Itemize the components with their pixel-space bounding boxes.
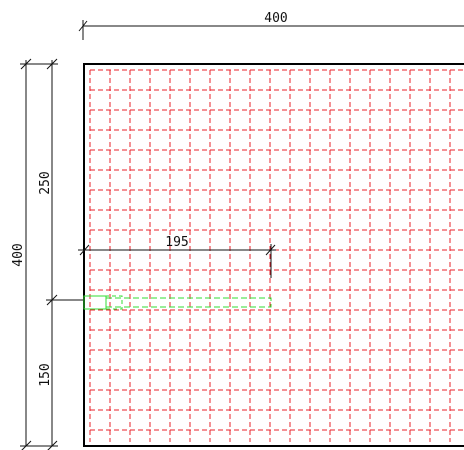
- offset-tick-left: [79, 244, 90, 256]
- segment-tick-top: [46, 58, 58, 70]
- top-tick-left: [78, 20, 88, 32]
- offset-label: 195: [165, 235, 188, 250]
- highlight-block-dashed: [83, 295, 123, 310]
- segment-tick-bottom: [47, 440, 58, 450]
- highlight-strip: [105, 297, 272, 308]
- reinforcement-grid: [89, 69, 464, 442]
- left-height-dimension: 400: [11, 58, 58, 450]
- top-width-dimension: 400: [78, 11, 464, 40]
- left-tick-bottom: [21, 440, 32, 450]
- left-height-label: 400: [11, 243, 26, 266]
- highlighted-opening: [83, 295, 272, 310]
- panel-outline: [83, 63, 464, 447]
- left-tick-top: [20, 58, 32, 70]
- segment-height-dimension: 250 150: [38, 58, 84, 450]
- highlight-block-solid: [83, 295, 107, 310]
- offset-tick-right: [265, 244, 276, 256]
- upper-segment-label: 250: [38, 171, 53, 194]
- offset-dimension: 195: [78, 235, 276, 278]
- top-width-label: 400: [264, 11, 287, 26]
- lower-segment-label: 150: [38, 363, 53, 386]
